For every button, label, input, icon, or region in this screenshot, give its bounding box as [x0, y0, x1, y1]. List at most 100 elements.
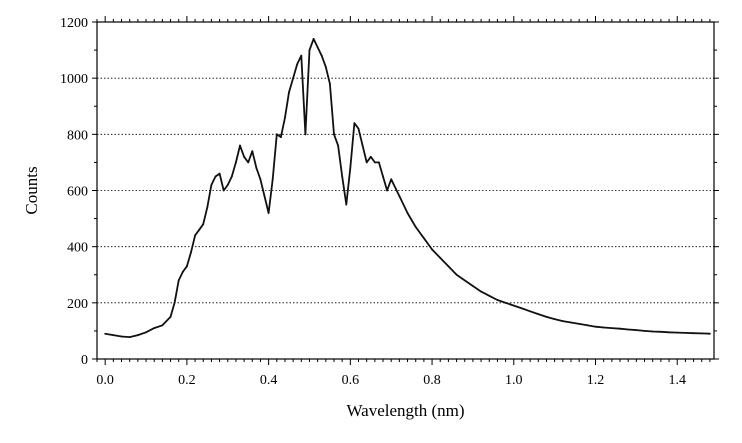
data-point: [570, 321, 572, 324]
data-point: [422, 237, 425, 240]
y-tick-label: 1200: [60, 16, 88, 31]
data-point: [128, 336, 131, 338]
data-point: [279, 136, 282, 139]
data-point: [700, 332, 703, 335]
data-point: [341, 175, 344, 178]
data-point: [684, 331, 687, 334]
data-point: [222, 189, 225, 192]
data-point: [181, 271, 184, 273]
data-point: [177, 279, 180, 282]
data-point: [288, 91, 290, 94]
data-point: [431, 248, 433, 251]
data-point: [312, 37, 315, 40]
data-point: [214, 175, 217, 178]
x-tick-label: 0.0: [96, 373, 114, 388]
data-point: [185, 265, 188, 268]
data-point: [251, 150, 254, 153]
data-point: [512, 304, 515, 307]
data-point: [190, 251, 192, 254]
data-point: [243, 155, 245, 158]
data-point: [218, 172, 221, 175]
data-point: [300, 54, 303, 57]
data-point: [112, 334, 115, 337]
data-point: [202, 223, 205, 226]
data-point: [398, 195, 401, 198]
data-point: [194, 234, 196, 237]
data-point: [275, 133, 278, 136]
data-point: [382, 175, 384, 178]
data-point: [480, 290, 482, 293]
data-point: [296, 63, 299, 66]
data-point: [145, 331, 147, 334]
y-tick-label: 0: [81, 353, 88, 368]
x-tick-label: 0.6: [342, 373, 360, 388]
y-tick-label: 1000: [60, 72, 88, 87]
data-point: [668, 331, 670, 334]
y-axis-title: Counts: [22, 166, 41, 214]
data-point: [439, 257, 442, 259]
data-point: [578, 322, 581, 325]
data-point: [406, 212, 409, 214]
data-point: [521, 307, 523, 310]
data-point: [594, 325, 597, 328]
data-point: [292, 77, 295, 80]
data-point: [610, 327, 613, 330]
data-point: [316, 46, 319, 49]
data-point: [271, 178, 274, 181]
data-point: [414, 226, 417, 228]
data-point: [553, 318, 556, 321]
x-tick-label: 1.0: [505, 373, 523, 388]
tick-labels: 0 200 400 600 800 1000 1200 0.0 0.2 0.4 0.6 0.8 1.0 1…: [60, 16, 686, 388]
data-point: [390, 178, 393, 181]
data-point: [206, 206, 209, 209]
data-point: [692, 332, 695, 335]
data-point: [255, 167, 258, 169]
data-point: [161, 324, 164, 327]
data-point: [361, 144, 364, 147]
data-point: [120, 335, 123, 338]
data-point: [345, 203, 348, 206]
data-point: [455, 273, 458, 276]
data-point: [337, 144, 339, 147]
data-point: [586, 324, 589, 327]
data-point: [627, 328, 630, 331]
grid-lines: [97, 77, 714, 304]
x-tick-label: 0.2: [178, 373, 196, 388]
x-tick-label: 1.2: [587, 373, 605, 388]
data-point: [230, 175, 233, 178]
data-point: [561, 320, 564, 322]
data-point: [635, 329, 638, 331]
x-tick-label: 0.4: [260, 373, 278, 388]
data-point: [263, 195, 266, 198]
series-line: [105, 38, 710, 339]
y-tick-label: 200: [67, 297, 88, 312]
data-point: [529, 310, 532, 313]
y-tick-label: 400: [67, 241, 88, 256]
data-point: [198, 228, 201, 231]
data-point: [463, 279, 466, 282]
data-point: [386, 189, 389, 192]
data-point: [676, 331, 679, 334]
data-point: [349, 167, 352, 169]
data-point: [373, 161, 376, 164]
data-point: [235, 161, 237, 164]
y-tick-label: 600: [67, 185, 88, 200]
data-point: [173, 301, 176, 304]
data-point: [169, 315, 172, 318]
x-tick-label: 1.4: [668, 373, 686, 388]
data-point: [267, 212, 270, 214]
data-point: [210, 183, 213, 186]
data-point: [329, 82, 331, 85]
x-axis-title: Wavelength (nm): [346, 401, 464, 420]
data-point: [357, 127, 360, 130]
data-point: [643, 330, 646, 332]
data-point: [602, 326, 605, 329]
data-point: [353, 122, 356, 124]
series-layer: [104, 37, 711, 339]
data-point: [504, 301, 507, 304]
plot-frame: [96, 21, 715, 360]
data-point: [651, 330, 654, 333]
data-point: [378, 161, 380, 164]
